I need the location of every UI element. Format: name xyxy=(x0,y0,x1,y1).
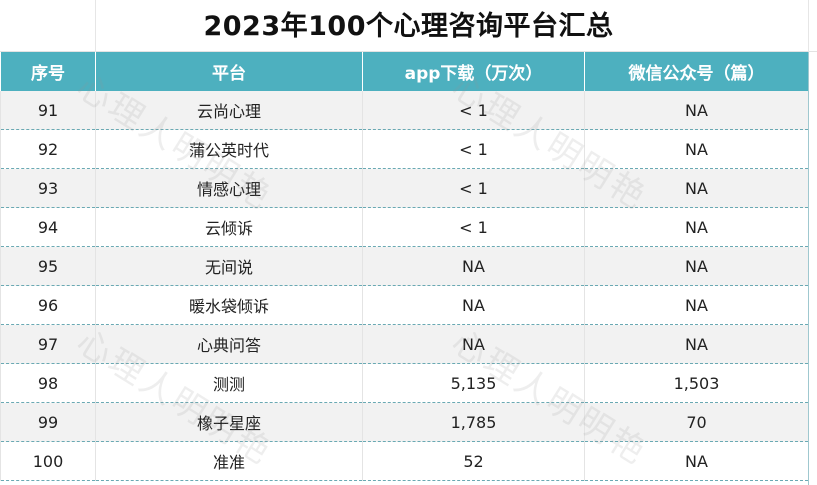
title-row: 2023年100个心理咨询平台汇总 xyxy=(0,0,817,52)
cell-platform[interactable]: 准准 xyxy=(95,441,363,481)
header-platform[interactable]: 平台 xyxy=(95,52,363,91)
platform-table: 序号 平台 app下载（万次） 微信公众号（篇） 91 云尚心理 < 1 NA … xyxy=(0,52,809,481)
cell-platform[interactable]: 云尚心理 xyxy=(95,91,363,130)
cell-app-downloads[interactable]: 1,785 xyxy=(362,402,585,442)
cell-platform[interactable]: 橡子星座 xyxy=(95,402,363,442)
cell-wechat-articles[interactable]: 1,503 xyxy=(584,363,809,403)
table-row: 91 云尚心理 < 1 NA xyxy=(0,91,809,130)
gridline xyxy=(808,0,809,52)
cell-index[interactable]: 91 xyxy=(0,91,96,130)
cell-platform[interactable]: 测测 xyxy=(95,363,363,403)
table-header-row: 序号 平台 app下载（万次） 微信公众号（篇） xyxy=(0,52,809,91)
cell-app-downloads[interactable]: 5,135 xyxy=(362,363,585,403)
table-row: 100 准准 52 NA xyxy=(0,441,809,481)
cell-platform[interactable]: 心典问答 xyxy=(95,324,363,364)
cell-index[interactable]: 97 xyxy=(0,324,96,364)
cell-wechat-articles[interactable]: NA xyxy=(584,324,809,364)
cell-index[interactable]: 98 xyxy=(0,363,96,403)
table-row: 99 橡子星座 1,785 70 xyxy=(0,402,809,442)
page-title[interactable]: 2023年100个心理咨询平台汇总 xyxy=(203,11,614,42)
cell-platform[interactable]: 情感心理 xyxy=(95,168,363,208)
cell-index[interactable]: 95 xyxy=(0,246,96,286)
header-app-downloads[interactable]: app下载（万次） xyxy=(362,52,585,91)
cell-index[interactable]: 99 xyxy=(0,402,96,442)
cell-platform[interactable]: 无间说 xyxy=(95,246,363,286)
cell-index[interactable]: 100 xyxy=(0,441,96,481)
cell-index[interactable]: 94 xyxy=(0,207,96,247)
cell-wechat-articles[interactable]: NA xyxy=(584,207,809,247)
table-row: 95 无间说 NA NA xyxy=(0,246,809,286)
cell-wechat-articles[interactable]: NA xyxy=(584,285,809,325)
cell-index[interactable]: 92 xyxy=(0,129,96,169)
cell-index[interactable]: 96 xyxy=(0,285,96,325)
table-row: 92 蒲公英时代 < 1 NA xyxy=(0,129,809,169)
table-row: 93 情感心理 < 1 NA xyxy=(0,168,809,208)
cell-wechat-articles[interactable]: NA xyxy=(584,91,809,130)
column-divider xyxy=(808,52,809,485)
header-index[interactable]: 序号 xyxy=(0,52,96,91)
cell-platform[interactable]: 暖水袋倾诉 xyxy=(95,285,363,325)
cell-platform[interactable]: 云倾诉 xyxy=(95,207,363,247)
cell-app-downloads[interactable]: NA xyxy=(362,285,585,325)
cell-index[interactable]: 93 xyxy=(0,168,96,208)
table-row: 98 测测 5,135 1,503 xyxy=(0,363,809,403)
cell-wechat-articles[interactable]: NA xyxy=(584,129,809,169)
table-row: 97 心典问答 NA NA xyxy=(0,324,809,364)
cell-wechat-articles[interactable]: NA xyxy=(584,246,809,286)
gridline xyxy=(95,0,96,52)
cell-app-downloads[interactable]: NA xyxy=(362,246,585,286)
table-row: 96 暖水袋倾诉 NA NA xyxy=(0,285,809,325)
cell-app-downloads[interactable]: < 1 xyxy=(362,168,585,208)
table-row: 94 云倾诉 < 1 NA xyxy=(0,207,809,247)
cell-platform[interactable]: 蒲公英时代 xyxy=(95,129,363,169)
cell-wechat-articles[interactable]: NA xyxy=(584,168,809,208)
cell-app-downloads[interactable]: < 1 xyxy=(362,91,585,130)
cell-app-downloads[interactable]: 52 xyxy=(362,441,585,481)
cell-wechat-articles[interactable]: 70 xyxy=(584,402,809,442)
cell-app-downloads[interactable]: NA xyxy=(362,324,585,364)
cell-app-downloads[interactable]: < 1 xyxy=(362,207,585,247)
header-wechat-articles[interactable]: 微信公众号（篇） xyxy=(584,52,809,91)
cell-wechat-articles[interactable]: NA xyxy=(584,441,809,481)
cell-app-downloads[interactable]: < 1 xyxy=(362,129,585,169)
